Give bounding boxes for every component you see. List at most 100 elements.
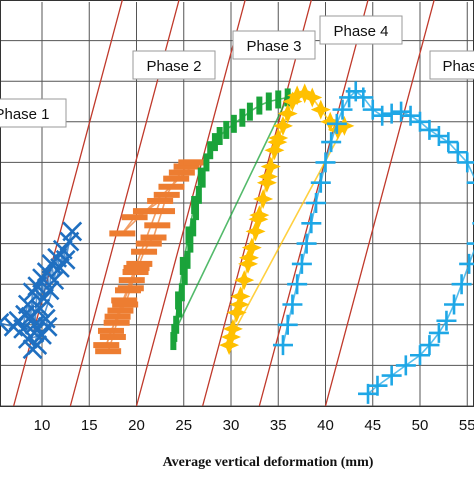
data-point [296, 233, 317, 254]
data-point [260, 156, 281, 177]
data-point [419, 335, 440, 356]
phase-label-text: Phase 4 [333, 23, 388, 40]
series-3 [170, 88, 291, 351]
data-point [410, 111, 430, 132]
data-point [241, 237, 262, 258]
data-point [211, 133, 218, 152]
data-point [253, 188, 274, 209]
data-point [44, 270, 65, 291]
data-point [171, 323, 178, 342]
data-point [229, 294, 250, 315]
x-tick-label: 40 [317, 417, 334, 434]
data-point [195, 185, 202, 204]
phase-label-box [132, 50, 216, 80]
data-point [123, 264, 150, 271]
data-point [291, 253, 312, 274]
data-point [221, 326, 241, 347]
data-point [226, 302, 247, 323]
data-point [62, 221, 83, 242]
data-point [275, 90, 282, 109]
reference-line [324, 0, 435, 407]
x-tick-label: 55 [459, 417, 474, 434]
data-point [219, 335, 240, 356]
series-2 [93, 159, 210, 355]
data-point [459, 253, 474, 274]
data-point [104, 313, 131, 320]
data-point [223, 120, 230, 139]
data-point [391, 101, 412, 122]
data-point [302, 87, 323, 108]
data-point [444, 294, 465, 315]
data-point [294, 83, 315, 104]
x-tick-label: 50 [412, 417, 429, 434]
x-tick-label: 20 [128, 417, 145, 434]
data-point [438, 132, 459, 153]
series-5 [272, 81, 474, 404]
data-point [230, 286, 251, 307]
data-point [131, 248, 158, 255]
data-point [30, 298, 51, 319]
series-layer [0, 81, 474, 404]
data-point [381, 365, 402, 386]
data-point [185, 226, 192, 245]
data-point [107, 307, 134, 314]
x-tick-label: 15 [81, 417, 98, 434]
phase-label-2: Phase 2 [132, 50, 216, 80]
data-point [256, 96, 263, 115]
data-point [466, 181, 474, 184]
phase-label-box [232, 30, 316, 60]
data-point [153, 191, 180, 198]
data-point [436, 310, 457, 331]
series-line [228, 92, 347, 346]
data-point [112, 301, 139, 308]
data-point [310, 172, 331, 193]
data-point [306, 193, 327, 213]
phase-label-box [319, 15, 403, 45]
data-point [284, 88, 291, 107]
data-point [37, 316, 58, 337]
data-point [144, 222, 171, 229]
data-point [326, 113, 347, 134]
data-point [265, 92, 272, 111]
data-point [147, 197, 174, 204]
data-point [267, 132, 288, 153]
data-point [321, 132, 342, 153]
x-tick-label: 30 [223, 417, 240, 434]
data-point [126, 260, 153, 267]
series-1 [0, 221, 83, 360]
data-point [191, 196, 198, 215]
data-point [39, 280, 60, 301]
data-point [95, 348, 122, 355]
data-point [97, 327, 124, 334]
x-axis-title: Average vertical deformation (mm) [163, 455, 374, 470]
reference-line [135, 0, 246, 407]
data-point [222, 318, 243, 339]
data-point [118, 277, 145, 284]
data-point [282, 294, 303, 315]
data-point [27, 335, 48, 356]
phase-labels: Phase 1 Phase 2 Phase 3 Phase 4 Phase 5 [0, 15, 474, 128]
data-point [367, 375, 388, 396]
data-point [149, 208, 176, 215]
phase-label-text: Phase 2 [146, 58, 201, 75]
phase-label-text: Phase 5 [442, 58, 474, 75]
phase-label-box [0, 98, 67, 128]
data-point [122, 269, 149, 276]
data-point [257, 166, 278, 187]
data-point [234, 270, 255, 291]
data-point [246, 102, 253, 121]
data-point [264, 140, 285, 161]
data-point [184, 250, 191, 269]
data-point [334, 115, 355, 136]
data-point [451, 274, 472, 295]
data-point [310, 99, 331, 120]
data-point [117, 285, 144, 292]
data-point [447, 142, 468, 163]
x-tick-label: 25 [175, 417, 192, 434]
data-point [103, 319, 130, 326]
series-4 [219, 83, 355, 356]
data-point [158, 183, 185, 190]
data-point [395, 355, 416, 376]
data-point [93, 342, 120, 349]
data-point [203, 153, 210, 172]
